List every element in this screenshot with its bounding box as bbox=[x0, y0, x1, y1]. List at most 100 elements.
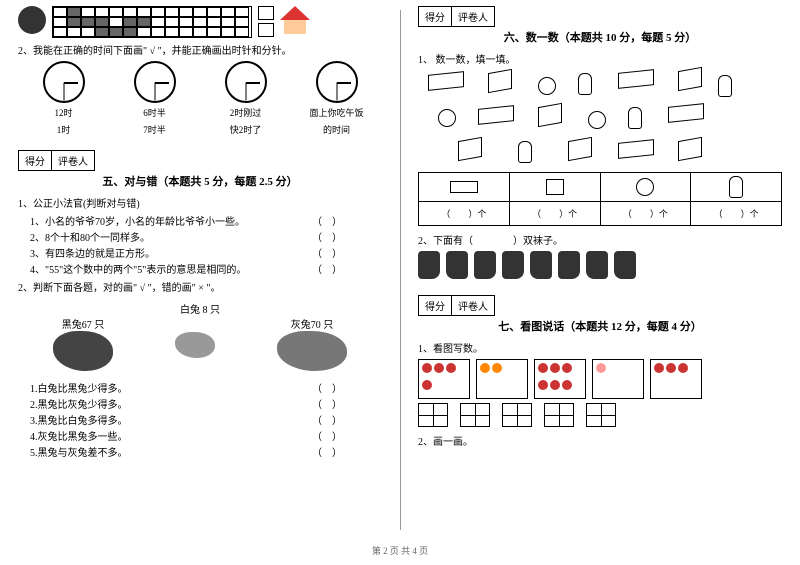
clock-row-2: 1时 7时半 快2时了 的时间 bbox=[18, 123, 382, 136]
fruit-box bbox=[476, 359, 528, 399]
black-rabbit-label: 黑兔67 只 bbox=[53, 316, 113, 331]
score-label: 得分 bbox=[18, 150, 51, 171]
character-icon bbox=[18, 6, 46, 34]
clock-label: 1时 bbox=[29, 123, 99, 136]
fruit-box bbox=[592, 359, 644, 399]
cube-icon bbox=[458, 137, 482, 161]
cube-icon bbox=[538, 103, 562, 127]
cuboid-icon bbox=[668, 103, 704, 123]
section-7-title: 七、看图说话（本题共 12 分，每题 4 分） bbox=[418, 318, 782, 334]
question-2: 2、我能在正确的时间下面画" √ "，并能正确画出时针和分针。 bbox=[18, 42, 382, 57]
grader-label: 评卷人 bbox=[51, 150, 95, 171]
right-column: 得分 评卷人 六、数一数（本题共 10 分，每题 5 分） 1、 数一数，填一填… bbox=[400, 0, 800, 540]
cube-icon bbox=[678, 67, 702, 91]
clock-icon bbox=[134, 61, 176, 103]
white-rabbit-label: 白兔 8 只 bbox=[22, 301, 378, 316]
score-box: 得分 评卷人 bbox=[18, 150, 382, 171]
white-rabbit-icon bbox=[175, 332, 215, 358]
score-label: 得分 bbox=[418, 6, 451, 27]
sphere-icon bbox=[588, 111, 606, 129]
fruit-box bbox=[418, 359, 470, 399]
cube-icon bbox=[678, 137, 702, 161]
cuboid-icon bbox=[618, 69, 654, 89]
cube-icon bbox=[546, 179, 564, 195]
score-label: 得分 bbox=[418, 295, 451, 316]
sock-icon bbox=[502, 251, 524, 279]
question-5-1: 1、公正小法官(判断对与错) bbox=[18, 195, 382, 210]
cube-icon bbox=[488, 69, 512, 93]
count-cell: （ ）个 bbox=[600, 202, 691, 226]
judge-item: 5.黑兔与灰兔差不多。（ ） bbox=[18, 444, 382, 459]
score-box: 得分 评卷人 bbox=[418, 6, 782, 27]
box-icon bbox=[258, 6, 274, 20]
sock-icon bbox=[614, 251, 636, 279]
section-6-title: 六、数一数（本题共 10 分，每题 5 分） bbox=[418, 29, 782, 45]
sphere-icon bbox=[538, 77, 556, 95]
sock-icon bbox=[586, 251, 608, 279]
judge-item: 3、有四条边的就是正方形。（ ） bbox=[18, 245, 382, 260]
cube-icon bbox=[568, 137, 592, 161]
judge-item: 3.黑兔比白兔多得多。（ ） bbox=[18, 412, 382, 427]
clock-label: 面上你吃午饭 bbox=[302, 106, 372, 119]
count-cell: （ ）个 bbox=[509, 202, 600, 226]
answer-box bbox=[460, 403, 490, 427]
answer-box bbox=[502, 403, 532, 427]
cylinder-icon bbox=[718, 75, 732, 97]
count-cell: （ ）个 bbox=[691, 202, 782, 226]
clock-icon bbox=[43, 61, 85, 103]
sock-icon bbox=[558, 251, 580, 279]
question-6-2: 2、下面有（ ）双袜子。 bbox=[418, 232, 782, 247]
clock-icon bbox=[316, 61, 358, 103]
grader-label: 评卷人 bbox=[451, 295, 495, 316]
fruit-box bbox=[534, 359, 586, 399]
clock-label: 12时 bbox=[29, 106, 99, 119]
clock-label: 6时半 bbox=[120, 106, 190, 119]
rabbit-illustration: 白兔 8 只 黑兔67 只 灰兔70 只 bbox=[18, 297, 382, 378]
sphere-icon bbox=[438, 109, 456, 127]
shape-count-table: （ ）个 （ ）个 （ ）个 （ ）个 bbox=[418, 172, 782, 226]
shapes-area bbox=[418, 69, 782, 169]
question-6-1: 1、 数一数，填一填。 bbox=[418, 51, 782, 66]
fruit-row bbox=[418, 359, 782, 399]
cylinder-icon bbox=[578, 73, 592, 95]
path-grid bbox=[52, 6, 252, 38]
answer-box bbox=[586, 403, 616, 427]
judge-item: 4.灰兔比黑兔多一些。（ ） bbox=[18, 428, 382, 443]
question-7-2: 2、画一画。 bbox=[418, 433, 782, 448]
judge-item: 1.白兔比黑兔少得多。（ ） bbox=[18, 380, 382, 395]
page-footer: 第 2 页 共 4 页 bbox=[0, 540, 800, 557]
judge-item: 1、小名的爷爷70岁，小名的年龄比爷爷小一些。（ ） bbox=[18, 213, 382, 228]
section-5-title: 五、对与错（本题共 5 分，每题 2.5 分） bbox=[18, 173, 382, 189]
sock-icon bbox=[418, 251, 440, 279]
sock-icon bbox=[446, 251, 468, 279]
answer-box bbox=[544, 403, 574, 427]
sock-icon bbox=[474, 251, 496, 279]
clock-label: 7时半 bbox=[120, 123, 190, 136]
cuboid-icon bbox=[428, 71, 464, 91]
question-7-1: 1、看图写数。 bbox=[418, 340, 782, 355]
box-icon bbox=[258, 23, 274, 37]
clock-label: 快2时了 bbox=[211, 123, 281, 136]
count-cell: （ ）个 bbox=[419, 202, 510, 226]
cylinder-icon bbox=[628, 107, 642, 129]
house-icon bbox=[280, 6, 310, 36]
sphere-icon bbox=[636, 178, 654, 196]
score-box: 得分 评卷人 bbox=[418, 295, 782, 316]
cuboid-icon bbox=[618, 139, 654, 159]
sock-icon bbox=[530, 251, 552, 279]
gray-rabbit-label: 灰兔70 只 bbox=[277, 316, 347, 331]
judge-item: 2、8个十和80个一同样多。（ ） bbox=[18, 229, 382, 244]
fruit-box bbox=[650, 359, 702, 399]
judge-item: 4、"55"这个数中的两个"5"表示的意思是相同的。（ ） bbox=[18, 261, 382, 276]
answer-box bbox=[418, 403, 448, 427]
grader-label: 评卷人 bbox=[451, 6, 495, 27]
clock-label: 2时刚过 bbox=[211, 106, 281, 119]
cuboid-icon bbox=[450, 181, 478, 193]
black-rabbit-icon bbox=[53, 331, 113, 371]
clock-row: 12时 6时半 2时刚过 面上你吃午饭 bbox=[18, 61, 382, 119]
cuboid-icon bbox=[478, 105, 514, 125]
answer-box-row bbox=[418, 403, 782, 427]
question-5-2: 2、判断下面各题，对的画" √ "，错的画" × "。 bbox=[18, 279, 382, 294]
judge-item: 2.黑兔比灰兔少得多。（ ） bbox=[18, 396, 382, 411]
gray-rabbit-icon bbox=[277, 331, 347, 371]
